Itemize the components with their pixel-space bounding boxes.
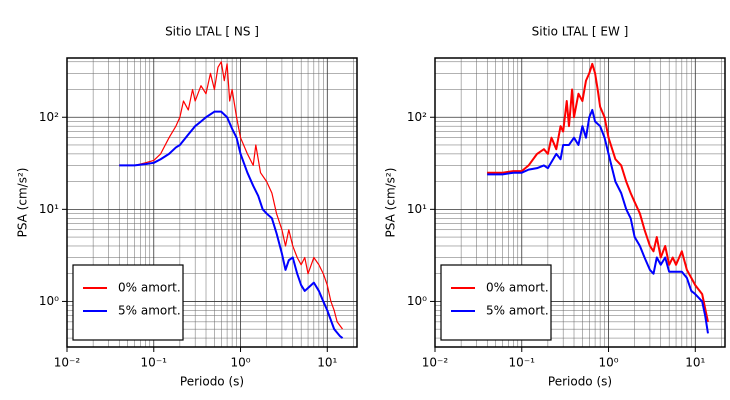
chart-title: Sitio LTAL [ NS ] xyxy=(165,25,259,39)
x-tick-label: 10¹ xyxy=(685,356,705,370)
legend-box xyxy=(72,264,184,341)
legend-label: 5% amort. xyxy=(118,304,181,318)
y-tick-label: 10¹ xyxy=(39,202,59,216)
x-axis-label: Periodo (s) xyxy=(180,375,244,389)
chart: 10⁻² 10⁻¹ 10⁰ 10¹ 10⁰ 10¹ 10² 0% amort. 5% amort… xyxy=(384,25,726,389)
plot-frame xyxy=(434,57,726,348)
x-tick-label: 10⁻² xyxy=(54,356,81,370)
series-line xyxy=(119,61,344,330)
y-tick-label: 10⁰ xyxy=(39,294,59,308)
chart: 10⁻² 10⁻¹ 10⁰ 10¹ 10⁰ 10¹ 10² 0% amort. 5% amort… xyxy=(16,25,358,389)
plot-frame xyxy=(66,57,358,348)
y-axis-label: PSA (cm/s²) xyxy=(16,168,30,238)
y-tick-label: 10⁰ xyxy=(407,294,427,308)
y-axis-label: PSA (cm/s²) xyxy=(384,168,398,238)
x-tick-label: 10⁰ xyxy=(230,356,250,370)
legend-label: 0% amort. xyxy=(118,281,181,295)
series-line xyxy=(119,110,344,339)
x-tick-label: 10⁻² xyxy=(422,356,449,370)
y-tick-label: 10² xyxy=(407,110,427,124)
legend-box xyxy=(440,264,552,341)
legend-label: 0% amort. xyxy=(486,281,549,295)
x-tick-label: 10⁻¹ xyxy=(509,356,536,370)
legend-label: 5% amort. xyxy=(486,304,549,318)
y-tick-label: 10¹ xyxy=(407,202,427,216)
x-axis-label: Periodo (s) xyxy=(548,375,612,389)
x-tick-label: 10¹ xyxy=(317,356,337,370)
chart-title: Sitio LTAL [ EW ] xyxy=(532,25,629,39)
series-line xyxy=(487,108,709,334)
x-tick-label: 10⁰ xyxy=(598,356,618,370)
y-tick-label: 10² xyxy=(39,110,59,124)
x-tick-label: 10⁻¹ xyxy=(141,356,168,370)
series-line xyxy=(487,62,709,323)
